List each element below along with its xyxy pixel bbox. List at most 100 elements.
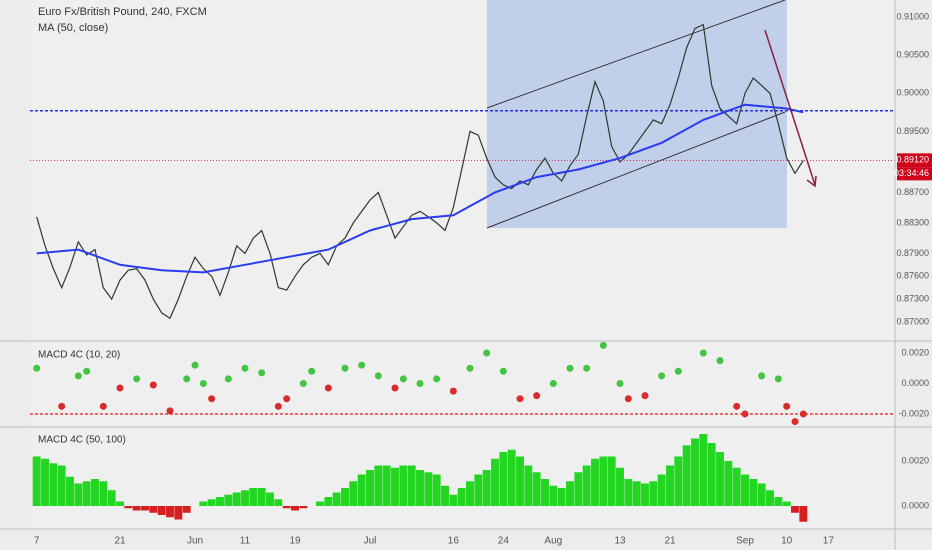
histogram-bar (624, 479, 633, 506)
histogram-bar (549, 485, 558, 506)
labels: 0.91000 0.90500 0.90000 0.89500 0.88700 0.883… (34, 11, 932, 547)
last-price-label: 0.89120 (896, 155, 929, 165)
histogram-bar (99, 481, 108, 506)
x-tick-label: 19 (289, 536, 301, 547)
dot (358, 361, 366, 369)
histogram-bar (149, 505, 158, 513)
histogram-bar (124, 505, 133, 509)
dot (699, 349, 707, 357)
histogram-bar (757, 483, 766, 506)
histogram-bar (641, 483, 649, 506)
y-tick-label: 0.87900 (896, 248, 929, 258)
histogram-bar (799, 505, 808, 522)
histogram-bar (366, 470, 374, 506)
histogram-bar (224, 494, 233, 506)
chart-title: Euro Fx/British Pound, 240, FXCM (38, 6, 207, 18)
histogram-bar (107, 490, 116, 506)
dot (283, 395, 291, 403)
dot (774, 375, 782, 383)
channel-upper (486, 0, 786, 109)
histogram-bar (491, 458, 499, 506)
histogram-bar (616, 467, 624, 506)
histogram-bar (57, 465, 66, 506)
y-tick-label: 0.89500 (896, 126, 929, 136)
countdown-box (897, 167, 932, 181)
dot (191, 361, 199, 369)
histogram-bar (499, 452, 508, 506)
dot (799, 410, 807, 418)
histogram-bar (182, 505, 191, 513)
dot (599, 341, 607, 349)
histogram-bar (707, 443, 716, 506)
channel-zone (487, 0, 787, 228)
dot (149, 381, 157, 389)
histogram-bar (657, 474, 666, 506)
histogram-bar (399, 465, 408, 506)
histogram-bar (691, 438, 699, 506)
x-tick-label: Aug (544, 536, 562, 547)
chart-subtitle: MA (50, close) (38, 22, 108, 34)
dot (208, 395, 216, 403)
histogram-bar (32, 456, 41, 506)
x-tick-label: 11 (240, 536, 251, 547)
marks (30, 23, 895, 522)
histogram-bar (207, 499, 216, 506)
histogram-bar (349, 481, 358, 506)
dot (716, 357, 724, 365)
y-tick-label: 0.87600 (896, 271, 929, 281)
histogram-bar (282, 505, 291, 509)
histogram-bar (74, 483, 83, 506)
histogram-bar (441, 485, 449, 506)
dot (674, 367, 682, 375)
panel-title: MACD 4C (10, 20) (38, 350, 120, 361)
last-price-box (897, 153, 932, 168)
histogram-bar (607, 456, 616, 506)
arrow-head (806, 175, 817, 188)
histogram-bar (141, 505, 149, 511)
dot (33, 364, 41, 372)
dot (258, 369, 266, 377)
histogram-bar (407, 465, 416, 506)
dot (274, 402, 282, 410)
histogram-bar (341, 488, 349, 506)
histogram-bar (541, 479, 549, 506)
series-line (36, 103, 804, 274)
dot (616, 379, 624, 387)
histogram-bar (332, 492, 341, 506)
dot (499, 367, 507, 375)
dot (758, 372, 766, 380)
dot (791, 418, 799, 426)
histogram-bar (216, 496, 224, 506)
dot (241, 364, 249, 372)
histogram-bar (316, 501, 324, 506)
histogram-bar (82, 481, 91, 506)
histogram-bar (666, 465, 674, 506)
histogram-bar (732, 467, 741, 506)
histogram-bar (174, 505, 183, 520)
dot (341, 364, 349, 372)
histogram-bar (782, 501, 791, 506)
x-tick-label: 24 (498, 536, 510, 547)
histogram-bar (241, 490, 249, 506)
x-tick-label: 13 (614, 536, 626, 547)
histogram-bar (374, 465, 383, 506)
histogram-bar (699, 434, 708, 506)
dot (399, 375, 407, 383)
histogram-bar (457, 488, 466, 506)
histogram-bar (357, 474, 366, 506)
histogram-bar (132, 505, 141, 511)
x-tick-label: 21 (114, 536, 126, 547)
histogram-bar (49, 463, 58, 506)
histogram-bar (474, 474, 483, 506)
channel-lower (486, 111, 786, 229)
y-tick-label: 0.90500 (896, 50, 929, 60)
histogram-bar (566, 481, 574, 506)
y-tick-label: 0.87300 (896, 294, 929, 304)
dot (466, 364, 474, 372)
x-tick-label: Jul (364, 536, 377, 547)
dot (433, 375, 441, 383)
dot (324, 384, 332, 392)
histogram-bar (766, 490, 774, 506)
histogram-bar (66, 476, 74, 506)
y-tick-label: 0.88300 (896, 217, 929, 227)
